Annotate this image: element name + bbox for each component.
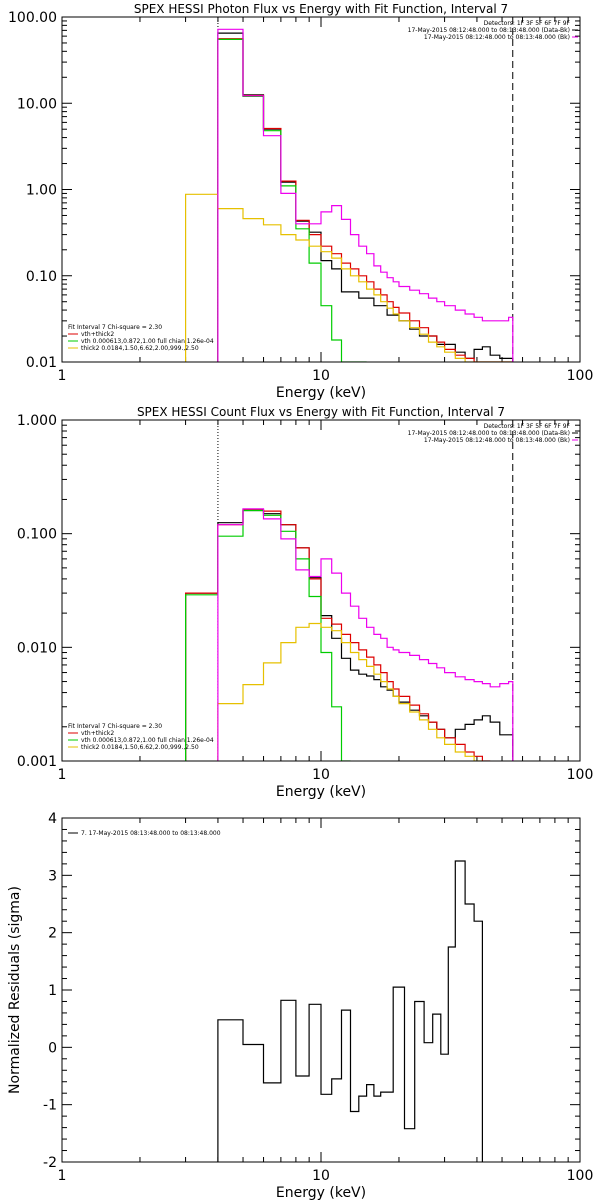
x-axis-label: Energy (keV): [276, 1185, 366, 1200]
y-tick-label: 0: [48, 1040, 57, 1056]
y-tick-label: 3: [48, 868, 57, 884]
series-vth-thick2-line: [217, 38, 513, 362]
x-tick-label: 100: [567, 368, 594, 384]
y-tick-label: -2: [43, 1155, 57, 1171]
header-line: 17-May-2015 08:12:48.000 to 08:13:48.000…: [408, 27, 570, 34]
y-tick-label: 4: [48, 811, 57, 827]
chart-panel-3: 1 10 100 -2 -1 0 1 2 3 4 Energy (keV) Normalized Re…: [7, 811, 593, 1200]
x-tick-label: 10: [312, 368, 330, 384]
x-tick-label: 1: [58, 368, 67, 384]
y-tick-label: 0.01: [26, 355, 57, 371]
legend-entry: 7. 17-May-2015 08:13:48.000 to 08:13:48.…: [81, 830, 221, 837]
legend-entry: vth+thick2: [81, 331, 114, 338]
y-tick-label: 0.10: [26, 269, 57, 285]
series-vth-line: [217, 38, 367, 362]
x-tick-label: 1: [58, 1168, 67, 1184]
legend-entry: vth+thick2: [81, 730, 114, 737]
plot-frame: [61, 817, 581, 1163]
x-axis-label: Energy (keV): [276, 784, 366, 800]
series-bk-line: [217, 28, 514, 362]
x-axis-label: Energy (keV): [276, 385, 366, 401]
series-vth-line: [185, 509, 351, 761]
y-tick-label: 2: [48, 926, 57, 942]
legend-entry: vth 0.000613,0.872,1.00 full chian 1.26e…: [81, 338, 214, 345]
x-tick-label: 100: [567, 767, 594, 783]
plot-frame: [61, 419, 581, 762]
header-line: 17-May-2015 08:12:48.000 to 08:13:48.000…: [424, 437, 570, 444]
legend-entry: thick2 0.0184,1.50,6.62,2.00,999.,2.50: [81, 744, 199, 751]
y-axis-label: Normalized Residuals (sigma): [7, 886, 23, 1094]
y-tick-label: 10.00: [17, 96, 57, 112]
y-tick-label: 0.100: [17, 527, 57, 543]
header-line: 17-May-2015 08:12:48.000 to 08:13:48.000…: [424, 34, 570, 41]
y-tick-label: 1.000: [17, 413, 57, 429]
x-tick-label: 10: [312, 767, 330, 783]
plot-frame: [61, 16, 581, 363]
chart-title: SPEX HESSI Count Flux vs Energy with Fit…: [137, 405, 505, 419]
legend-entry: vth 0.000613,0.872,1.00 full chian 1.26e…: [81, 737, 214, 744]
chart-panel-2: SPEX HESSI Count Flux vs Energy with Fit…: [17, 405, 593, 800]
x-tick-label: 100: [567, 1168, 594, 1184]
series-residuals-line: [217, 860, 483, 1162]
y-tick-label: 1.00: [26, 183, 57, 199]
y-tick-label: 100.00: [8, 10, 57, 26]
series-data-bk-line: [217, 32, 514, 362]
header-line: Detectors: 1F 3F 5F 6F 7F 9F: [484, 20, 571, 27]
y-tick-label: -1: [43, 1098, 57, 1114]
series-vth-thick2-line: [185, 508, 491, 761]
series-thick2-line: [185, 193, 513, 362]
header-line: 17-May-2015 08:12:48.000 to 08:13:48.000…: [408, 430, 570, 437]
header-line: Detectors: 1F 3F 5F 6F 7F 9F: [484, 423, 571, 430]
series-data-bk-line: [185, 509, 514, 761]
chart-panel-1: SPEX HESSI Photon Flux vs Energy with Fi…: [8, 2, 593, 401]
legend-entry: Fit Interval 7 Chi-square = 2.30: [68, 324, 162, 331]
chart-title: SPEX HESSI Photon Flux vs Energy with Fi…: [134, 2, 508, 16]
series-bk-line: [217, 508, 514, 761]
legend-entry: Fit Interval 7 Chi-square = 2.30: [68, 723, 162, 730]
y-tick-label: 0.010: [17, 640, 57, 656]
legend-entry: thick2 0.0184,1.50,6.62,2.00,999.,2.50: [81, 345, 199, 352]
series-thick2-line: [217, 622, 483, 761]
x-tick-label: 1: [58, 767, 67, 783]
x-tick-label: 10: [312, 1168, 330, 1184]
y-tick-label: 1: [48, 983, 57, 999]
y-tick-label: 0.001: [17, 754, 57, 770]
